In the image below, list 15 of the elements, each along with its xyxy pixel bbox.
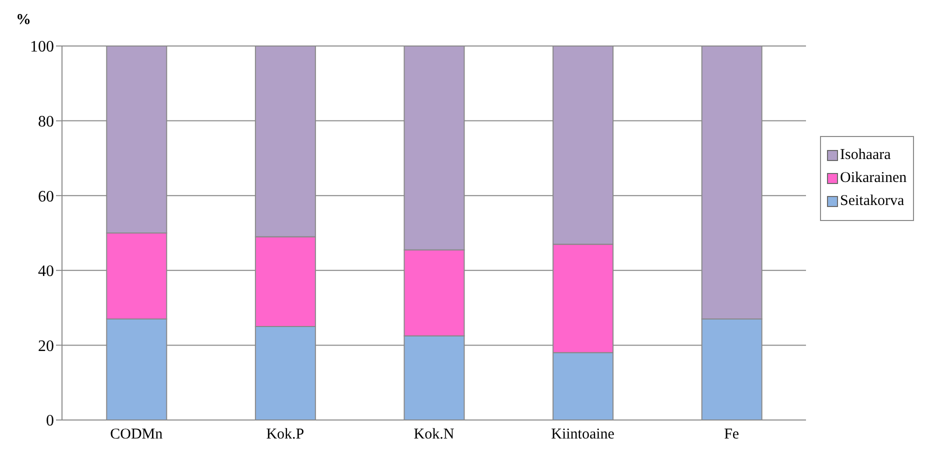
y-tick-label: 80: [38, 113, 54, 130]
x-tick-label: Kok.P: [266, 426, 304, 443]
x-tick-label: CODMn: [110, 426, 164, 443]
legend-label: Oikarainen: [840, 170, 907, 187]
x-tick-label: Kiintoaine: [551, 426, 615, 443]
x-tick-label: Fe: [724, 426, 740, 443]
x-tick-label: Kok.N: [414, 426, 454, 443]
legend-label: Seitakorva: [840, 193, 904, 210]
y-tick-label: 100: [30, 38, 54, 56]
y-tick-label: 40: [38, 263, 54, 280]
y-tick-label: 0: [46, 412, 54, 430]
y-tick-label: 20: [38, 338, 54, 355]
y-tick-label: 60: [38, 188, 54, 206]
y-axis-title: %: [16, 12, 31, 29]
legend-label: Isohaara: [840, 147, 891, 164]
